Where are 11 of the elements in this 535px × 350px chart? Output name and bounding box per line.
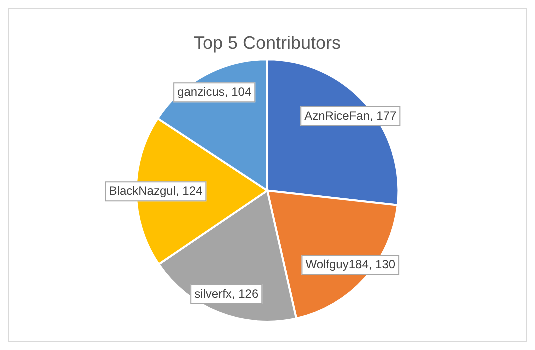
slice-label: BlackNazgul	[109, 184, 176, 198]
data-label: , 177	[370, 108, 397, 123]
slice-label: AznRiceFan	[304, 108, 370, 123]
slice-label: silverfx	[194, 286, 232, 301]
data-label: , 124	[176, 184, 203, 198]
data-label: , 104	[224, 84, 252, 99]
data-label: , 130	[368, 257, 396, 272]
chart-title: Top 5 Contributors	[194, 32, 342, 53]
slice-label: Wolfguy184	[306, 257, 370, 272]
slice-label: ganzicus	[178, 84, 225, 99]
data-label: , 126	[232, 286, 259, 301]
